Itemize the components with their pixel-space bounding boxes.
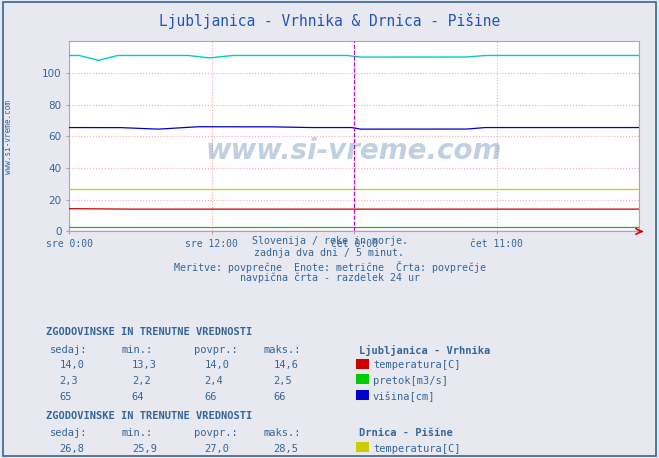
Text: 66: 66 [273,392,286,402]
Text: min.:: min.: [122,428,153,438]
Text: min.:: min.: [122,345,153,355]
Text: Drnica - Pišine: Drnica - Pišine [359,428,453,438]
Text: Meritve: povprečne  Enote: metrične  Črta: povprečje: Meritve: povprečne Enote: metrične Črta:… [173,261,486,273]
Text: 14,0: 14,0 [59,360,84,371]
Text: višina[cm]: višina[cm] [373,392,436,402]
Text: sedaj:: sedaj: [49,345,87,355]
Text: 26,8: 26,8 [59,444,84,454]
Text: povpr.:: povpr.: [194,345,238,355]
Text: www.si-vreme.com: www.si-vreme.com [206,137,502,165]
Text: 27,0: 27,0 [204,444,229,454]
Text: 64: 64 [132,392,144,402]
Text: 2,5: 2,5 [273,376,292,386]
Text: temperatura[C]: temperatura[C] [373,444,461,454]
Text: 13,3: 13,3 [132,360,157,371]
Text: zadnja dva dni / 5 minut.: zadnja dva dni / 5 minut. [254,248,405,258]
Text: 14,0: 14,0 [204,360,229,371]
Text: 25,9: 25,9 [132,444,157,454]
Text: ZGODOVINSKE IN TRENUTNE VREDNOSTI: ZGODOVINSKE IN TRENUTNE VREDNOSTI [46,327,252,338]
Text: Slovenija / reke in morje.: Slovenija / reke in morje. [252,236,407,246]
Text: 28,5: 28,5 [273,444,299,454]
Text: maks.:: maks.: [264,345,301,355]
Text: 2,3: 2,3 [59,376,78,386]
Text: ZGODOVINSKE IN TRENUTNE VREDNOSTI: ZGODOVINSKE IN TRENUTNE VREDNOSTI [46,411,252,421]
Text: 65: 65 [59,392,72,402]
Text: Ljubljanica - Vrhnika & Drnica - Pišine: Ljubljanica - Vrhnika & Drnica - Pišine [159,13,500,29]
Text: www.si-vreme.com: www.si-vreme.com [4,100,13,174]
Text: povpr.:: povpr.: [194,428,238,438]
Text: Ljubljanica - Vrhnika: Ljubljanica - Vrhnika [359,345,490,356]
Text: 14,6: 14,6 [273,360,299,371]
Text: 2,2: 2,2 [132,376,150,386]
Text: maks.:: maks.: [264,428,301,438]
Text: sedaj:: sedaj: [49,428,87,438]
Text: pretok[m3/s]: pretok[m3/s] [373,376,448,386]
Text: navpična črta - razdelek 24 ur: navpična črta - razdelek 24 ur [239,273,420,284]
Text: 66: 66 [204,392,217,402]
Text: 2,4: 2,4 [204,376,223,386]
Text: temperatura[C]: temperatura[C] [373,360,461,371]
